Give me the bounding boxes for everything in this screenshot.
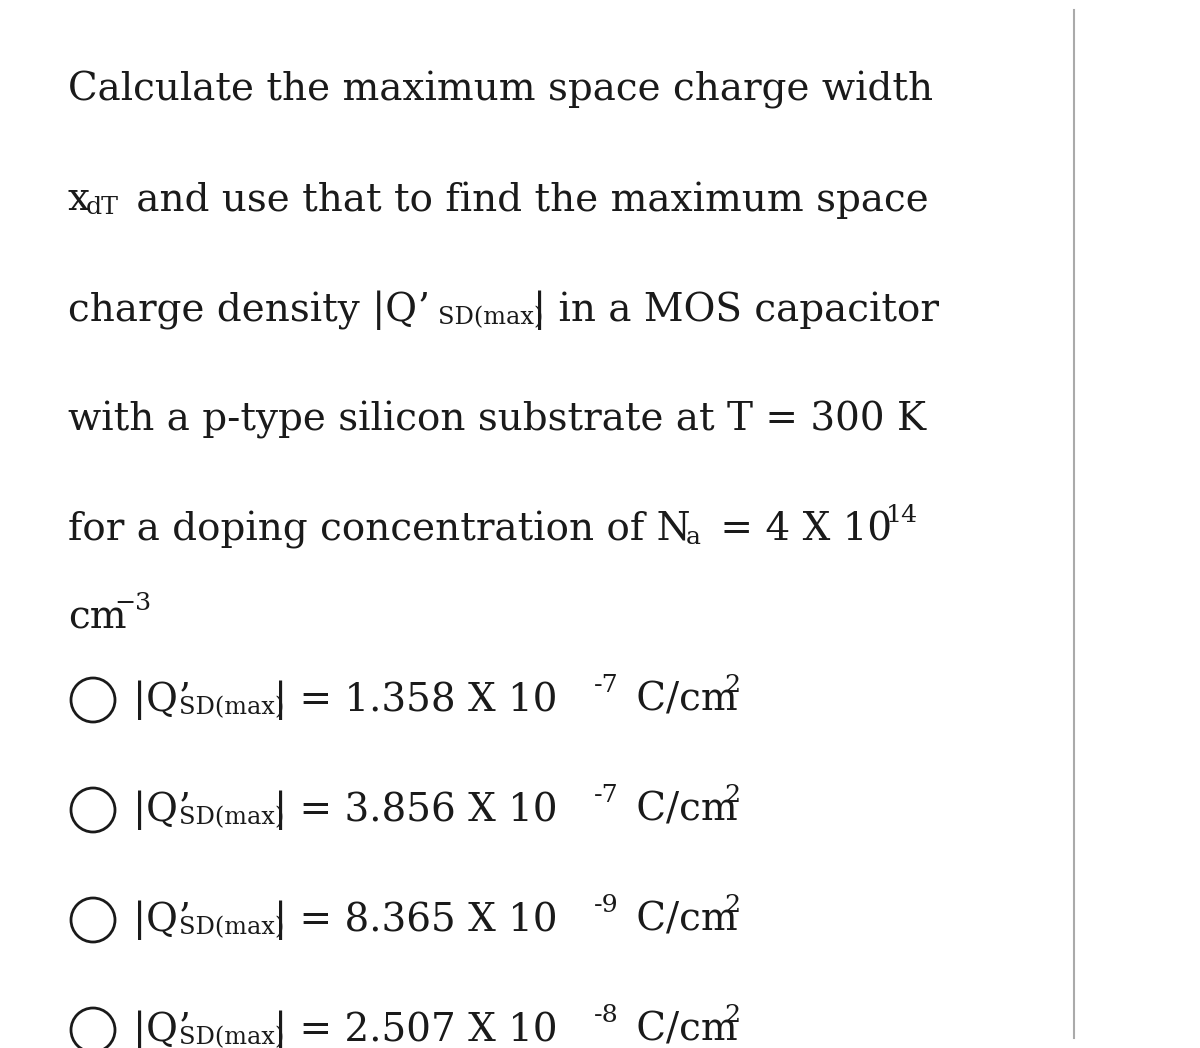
Text: 2: 2	[724, 1004, 740, 1027]
Text: |Q’: |Q’	[133, 790, 191, 830]
Text: −3: −3	[114, 592, 151, 615]
Text: 2: 2	[724, 895, 740, 917]
Text: | in a MOS capacitor: | in a MOS capacitor	[533, 290, 940, 330]
Text: Calculate the maximum space charge width: Calculate the maximum space charge width	[68, 71, 934, 109]
Text: SD(max): SD(max)	[438, 306, 544, 329]
Text: SD(max): SD(max)	[179, 1026, 284, 1048]
Text: -7: -7	[594, 785, 619, 808]
Text: |Q’: |Q’	[133, 680, 191, 720]
Text: SD(max): SD(max)	[179, 697, 284, 720]
Text: with a p-type silicon substrate at T = 300 K: with a p-type silicon substrate at T = 3…	[68, 401, 926, 439]
Text: C/cm: C/cm	[624, 791, 738, 829]
Text: x: x	[68, 181, 90, 218]
Text: | = 8.365 X 10: | = 8.365 X 10	[274, 900, 558, 940]
Text: C/cm: C/cm	[624, 901, 738, 939]
Text: 2: 2	[724, 675, 740, 698]
Text: C/cm: C/cm	[624, 1011, 738, 1048]
Text: |Q’: |Q’	[133, 1010, 191, 1048]
Text: and use that to find the maximum space: and use that to find the maximum space	[124, 181, 929, 219]
Text: 2: 2	[724, 785, 740, 808]
Text: | = 1.358 X 10: | = 1.358 X 10	[274, 680, 558, 720]
Text: a: a	[686, 526, 701, 549]
Text: SD(max): SD(max)	[179, 807, 284, 830]
Text: dT: dT	[86, 197, 119, 219]
Text: = 4 X 10: = 4 X 10	[708, 511, 892, 548]
Text: |Q’: |Q’	[133, 900, 191, 940]
Text: charge density |Q’: charge density |Q’	[68, 290, 430, 330]
Text: -8: -8	[594, 1004, 619, 1027]
Text: | = 2.507 X 10: | = 2.507 X 10	[274, 1010, 558, 1048]
Text: cm: cm	[68, 599, 127, 636]
Text: for a doping concentration of N: for a doping concentration of N	[68, 511, 691, 549]
Text: -9: -9	[594, 895, 619, 917]
Text: | = 3.856 X 10: | = 3.856 X 10	[274, 790, 558, 830]
Text: C/cm: C/cm	[624, 681, 738, 719]
Text: SD(max): SD(max)	[179, 917, 284, 939]
Text: -7: -7	[594, 675, 619, 698]
Text: 14: 14	[886, 504, 918, 527]
